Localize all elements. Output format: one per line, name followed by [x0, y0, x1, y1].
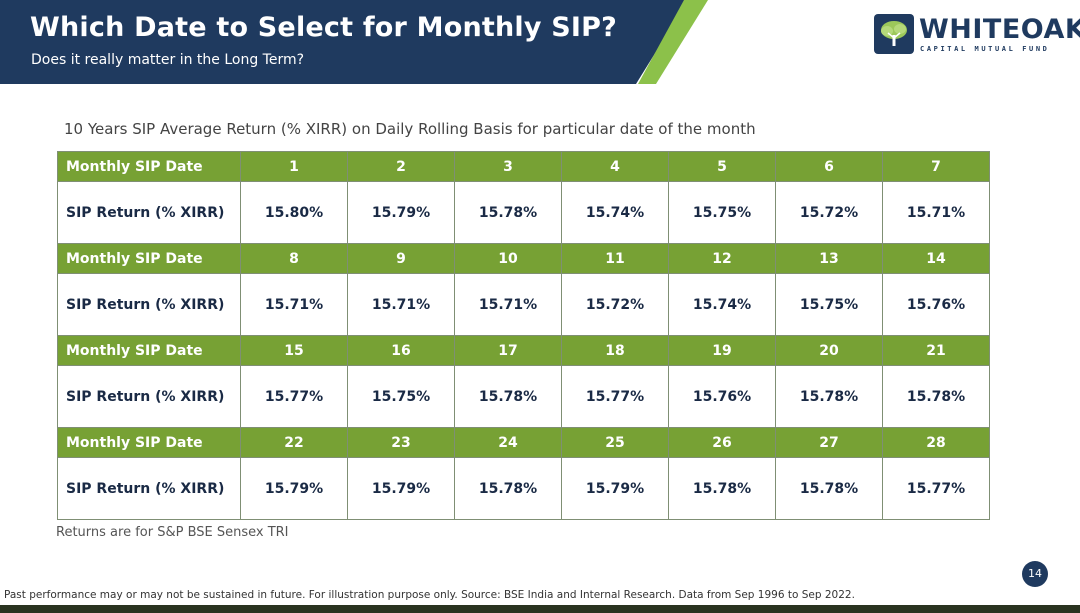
date-cell: 5 — [668, 151, 776, 182]
return-cell: 15.78% — [882, 365, 990, 428]
return-cell: 15.72% — [561, 273, 669, 336]
date-cell: 11 — [561, 243, 669, 274]
return-cell: 15.76% — [882, 273, 990, 336]
date-row: Monthly SIP Date 1 2 3 4 5 6 7 — [57, 151, 990, 182]
date-cell: 3 — [454, 151, 562, 182]
sip-return-table: Monthly SIP Date 1 2 3 4 5 6 7 SIP Retur… — [57, 151, 990, 520]
return-row-label: SIP Return (% XIRR) — [57, 181, 241, 244]
return-cell: 15.75% — [775, 273, 883, 336]
page-subtitle: Does it really matter in the Long Term? — [31, 52, 305, 68]
return-cell: 15.71% — [454, 273, 562, 336]
return-cell: 15.77% — [561, 365, 669, 428]
date-cell: 25 — [561, 427, 669, 458]
logo-wordmark: WHITEOAK — [919, 14, 1080, 45]
page-number-badge: 14 — [1022, 561, 1048, 587]
return-row-label: SIP Return (% XIRR) — [57, 365, 241, 428]
date-cell: 10 — [454, 243, 562, 274]
date-cell: 26 — [668, 427, 776, 458]
date-cell: 4 — [561, 151, 669, 182]
date-cell: 6 — [775, 151, 883, 182]
return-row: SIP Return (% XIRR) 15.71% 15.71% 15.71%… — [57, 273, 990, 336]
return-row-label: SIP Return (% XIRR) — [57, 273, 241, 336]
banner-shapes — [0, 0, 708, 84]
date-row-label: Monthly SIP Date — [57, 151, 241, 182]
date-cell: 21 — [882, 335, 990, 366]
return-cell: 15.78% — [775, 457, 883, 520]
header-banner: Which Date to Select for Monthly SIP? Do… — [0, 0, 1080, 84]
date-cell: 17 — [454, 335, 562, 366]
date-cell: 28 — [882, 427, 990, 458]
source-index-note: Returns are for S&P BSE Sensex TRI — [56, 525, 289, 540]
return-cell: 15.77% — [882, 457, 990, 520]
date-row: Monthly SIP Date 22 23 24 25 26 27 28 — [57, 427, 990, 458]
date-cell: 15 — [240, 335, 348, 366]
date-cell: 24 — [454, 427, 562, 458]
return-cell: 15.78% — [454, 181, 562, 244]
date-cell: 23 — [347, 427, 455, 458]
return-cell: 15.76% — [668, 365, 776, 428]
bottom-strip — [0, 605, 1080, 613]
date-cell: 27 — [775, 427, 883, 458]
return-cell: 15.78% — [668, 457, 776, 520]
return-cell: 15.78% — [454, 457, 562, 520]
return-row-label: SIP Return (% XIRR) — [57, 457, 241, 520]
date-row-label: Monthly SIP Date — [57, 427, 241, 458]
return-cell: 15.79% — [347, 181, 455, 244]
return-cell: 15.72% — [775, 181, 883, 244]
return-cell: 15.79% — [347, 457, 455, 520]
date-cell: 13 — [775, 243, 883, 274]
return-row: SIP Return (% XIRR) 15.80% 15.79% 15.78%… — [57, 181, 990, 244]
date-row-label: Monthly SIP Date — [57, 335, 241, 366]
date-cell: 12 — [668, 243, 776, 274]
date-cell: 1 — [240, 151, 348, 182]
disclaimer-text: Past performance may or may not be susta… — [4, 589, 855, 601]
return-cell: 15.75% — [347, 365, 455, 428]
date-cell: 20 — [775, 335, 883, 366]
return-cell: 15.78% — [775, 365, 883, 428]
return-cell: 15.77% — [240, 365, 348, 428]
date-row: Monthly SIP Date 8 9 10 11 12 13 14 — [57, 243, 990, 274]
return-cell: 15.71% — [347, 273, 455, 336]
return-cell: 15.79% — [561, 457, 669, 520]
table-caption: 10 Years SIP Average Return (% XIRR) on … — [64, 120, 756, 138]
page-title: Which Date to Select for Monthly SIP? — [30, 12, 618, 43]
date-cell: 7 — [882, 151, 990, 182]
date-cell: 14 — [882, 243, 990, 274]
date-cell: 19 — [668, 335, 776, 366]
date-cell: 2 — [347, 151, 455, 182]
return-cell: 15.80% — [240, 181, 348, 244]
date-cell: 8 — [240, 243, 348, 274]
return-row: SIP Return (% XIRR) 15.79% 15.79% 15.78%… — [57, 457, 990, 520]
logo-tagline: CAPITAL MUTUAL FUND — [920, 45, 1050, 53]
return-row: SIP Return (% XIRR) 15.77% 15.75% 15.78%… — [57, 365, 990, 428]
date-cell: 18 — [561, 335, 669, 366]
date-cell: 9 — [347, 243, 455, 274]
return-cell: 15.74% — [668, 273, 776, 336]
date-row-label: Monthly SIP Date — [57, 243, 241, 274]
date-row: Monthly SIP Date 15 16 17 18 19 20 21 — [57, 335, 990, 366]
return-cell: 15.78% — [454, 365, 562, 428]
return-cell: 15.79% — [240, 457, 348, 520]
date-cell: 16 — [347, 335, 455, 366]
return-cell: 15.74% — [561, 181, 669, 244]
whiteoak-logo: WHITEOAK CAPITAL MUTUAL FUND — [874, 14, 1080, 58]
return-cell: 15.71% — [240, 273, 348, 336]
return-cell: 15.75% — [668, 181, 776, 244]
return-cell: 15.71% — [882, 181, 990, 244]
date-cell: 22 — [240, 427, 348, 458]
oak-tree-icon — [874, 14, 914, 54]
